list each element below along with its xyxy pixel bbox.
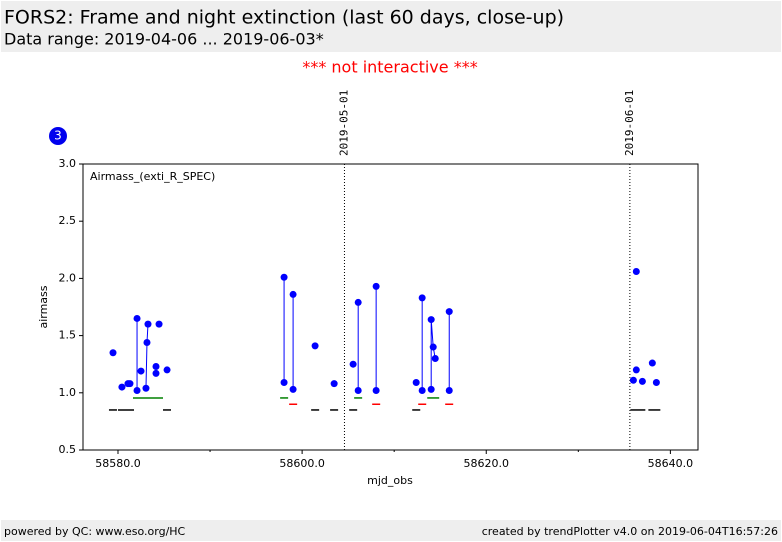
point [418,387,426,395]
badge [49,127,67,145]
x-tick-label: 58580.0 [95,457,141,470]
point [330,380,338,388]
point [280,273,288,281]
point [445,308,453,316]
plot-frame [82,163,699,451]
point [152,369,160,377]
point [652,379,660,387]
x-tick-label: 58640.0 [648,457,694,470]
point [349,360,357,368]
point [632,268,640,276]
point [152,362,160,370]
footer-left: powered by QC: www.eso.org/HC [4,525,186,538]
point [142,384,150,392]
point [427,385,435,393]
point [648,359,656,367]
point [431,354,439,362]
legend-text: Airmass_(exti_R_SPEC) [90,170,215,183]
point [372,282,380,290]
point [133,314,141,322]
point [280,379,288,387]
footer-right: created by trendPlotter v4.0 on 2019-06-… [482,525,778,538]
x-tick-label: 58600.0 [279,457,325,470]
y-tick-label: 1.5 [59,329,77,342]
point [354,387,362,395]
point [109,349,117,357]
y-tick-label: 2.5 [59,214,77,227]
badge-text: 3 [54,129,62,143]
point [418,294,426,302]
point [632,366,640,374]
connector [430,319,436,390]
point [412,379,420,387]
point [354,298,362,306]
notice: *** not interactive *** [302,58,477,77]
point [133,387,141,395]
point [118,383,126,391]
point [372,387,380,395]
y-axis-label: airmass [37,285,50,328]
connector [145,324,149,389]
point [126,380,134,388]
point [163,366,171,374]
date-marker-label: 2019-06-01 [623,90,636,156]
point [445,387,453,395]
point [289,290,297,298]
y-tick-label: 3.0 [59,157,77,170]
subtitle: Data range: 2019-04-06 ... 2019-06-03* [4,30,324,49]
y-tick-label: 2.0 [59,271,77,284]
title: FORS2: Frame and night extinction (last … [4,7,564,29]
date-marker-label: 2019-05-01 [337,90,350,156]
point [638,377,646,385]
y-tick-label: 0.5 [59,443,77,456]
point [427,316,435,324]
point [311,342,319,350]
point [143,338,151,346]
y-tick-label: 1.0 [59,386,77,399]
point [629,376,637,384]
x-tick-label: 58620.0 [463,457,509,470]
point [137,367,145,375]
header-band [1,1,781,52]
footer-band [1,520,781,541]
x-axis-label: mjd_obs [367,474,413,487]
point [144,320,152,328]
point [429,343,437,351]
point [289,385,297,393]
point [155,320,163,328]
